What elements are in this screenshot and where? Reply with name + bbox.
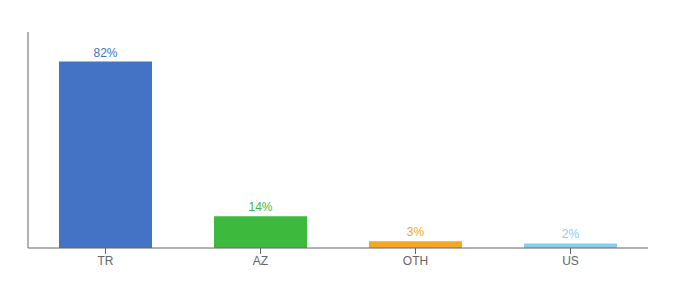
svg-text:3%: 3% [407, 225, 425, 239]
svg-text:TR: TR [98, 254, 114, 268]
svg-text:82%: 82% [93, 46, 117, 60]
svg-text:OTH: OTH [403, 254, 428, 268]
svg-text:14%: 14% [248, 200, 272, 214]
svg-text:2%: 2% [562, 227, 580, 241]
svg-text:AZ: AZ [253, 254, 268, 268]
svg-text:US: US [562, 254, 579, 268]
